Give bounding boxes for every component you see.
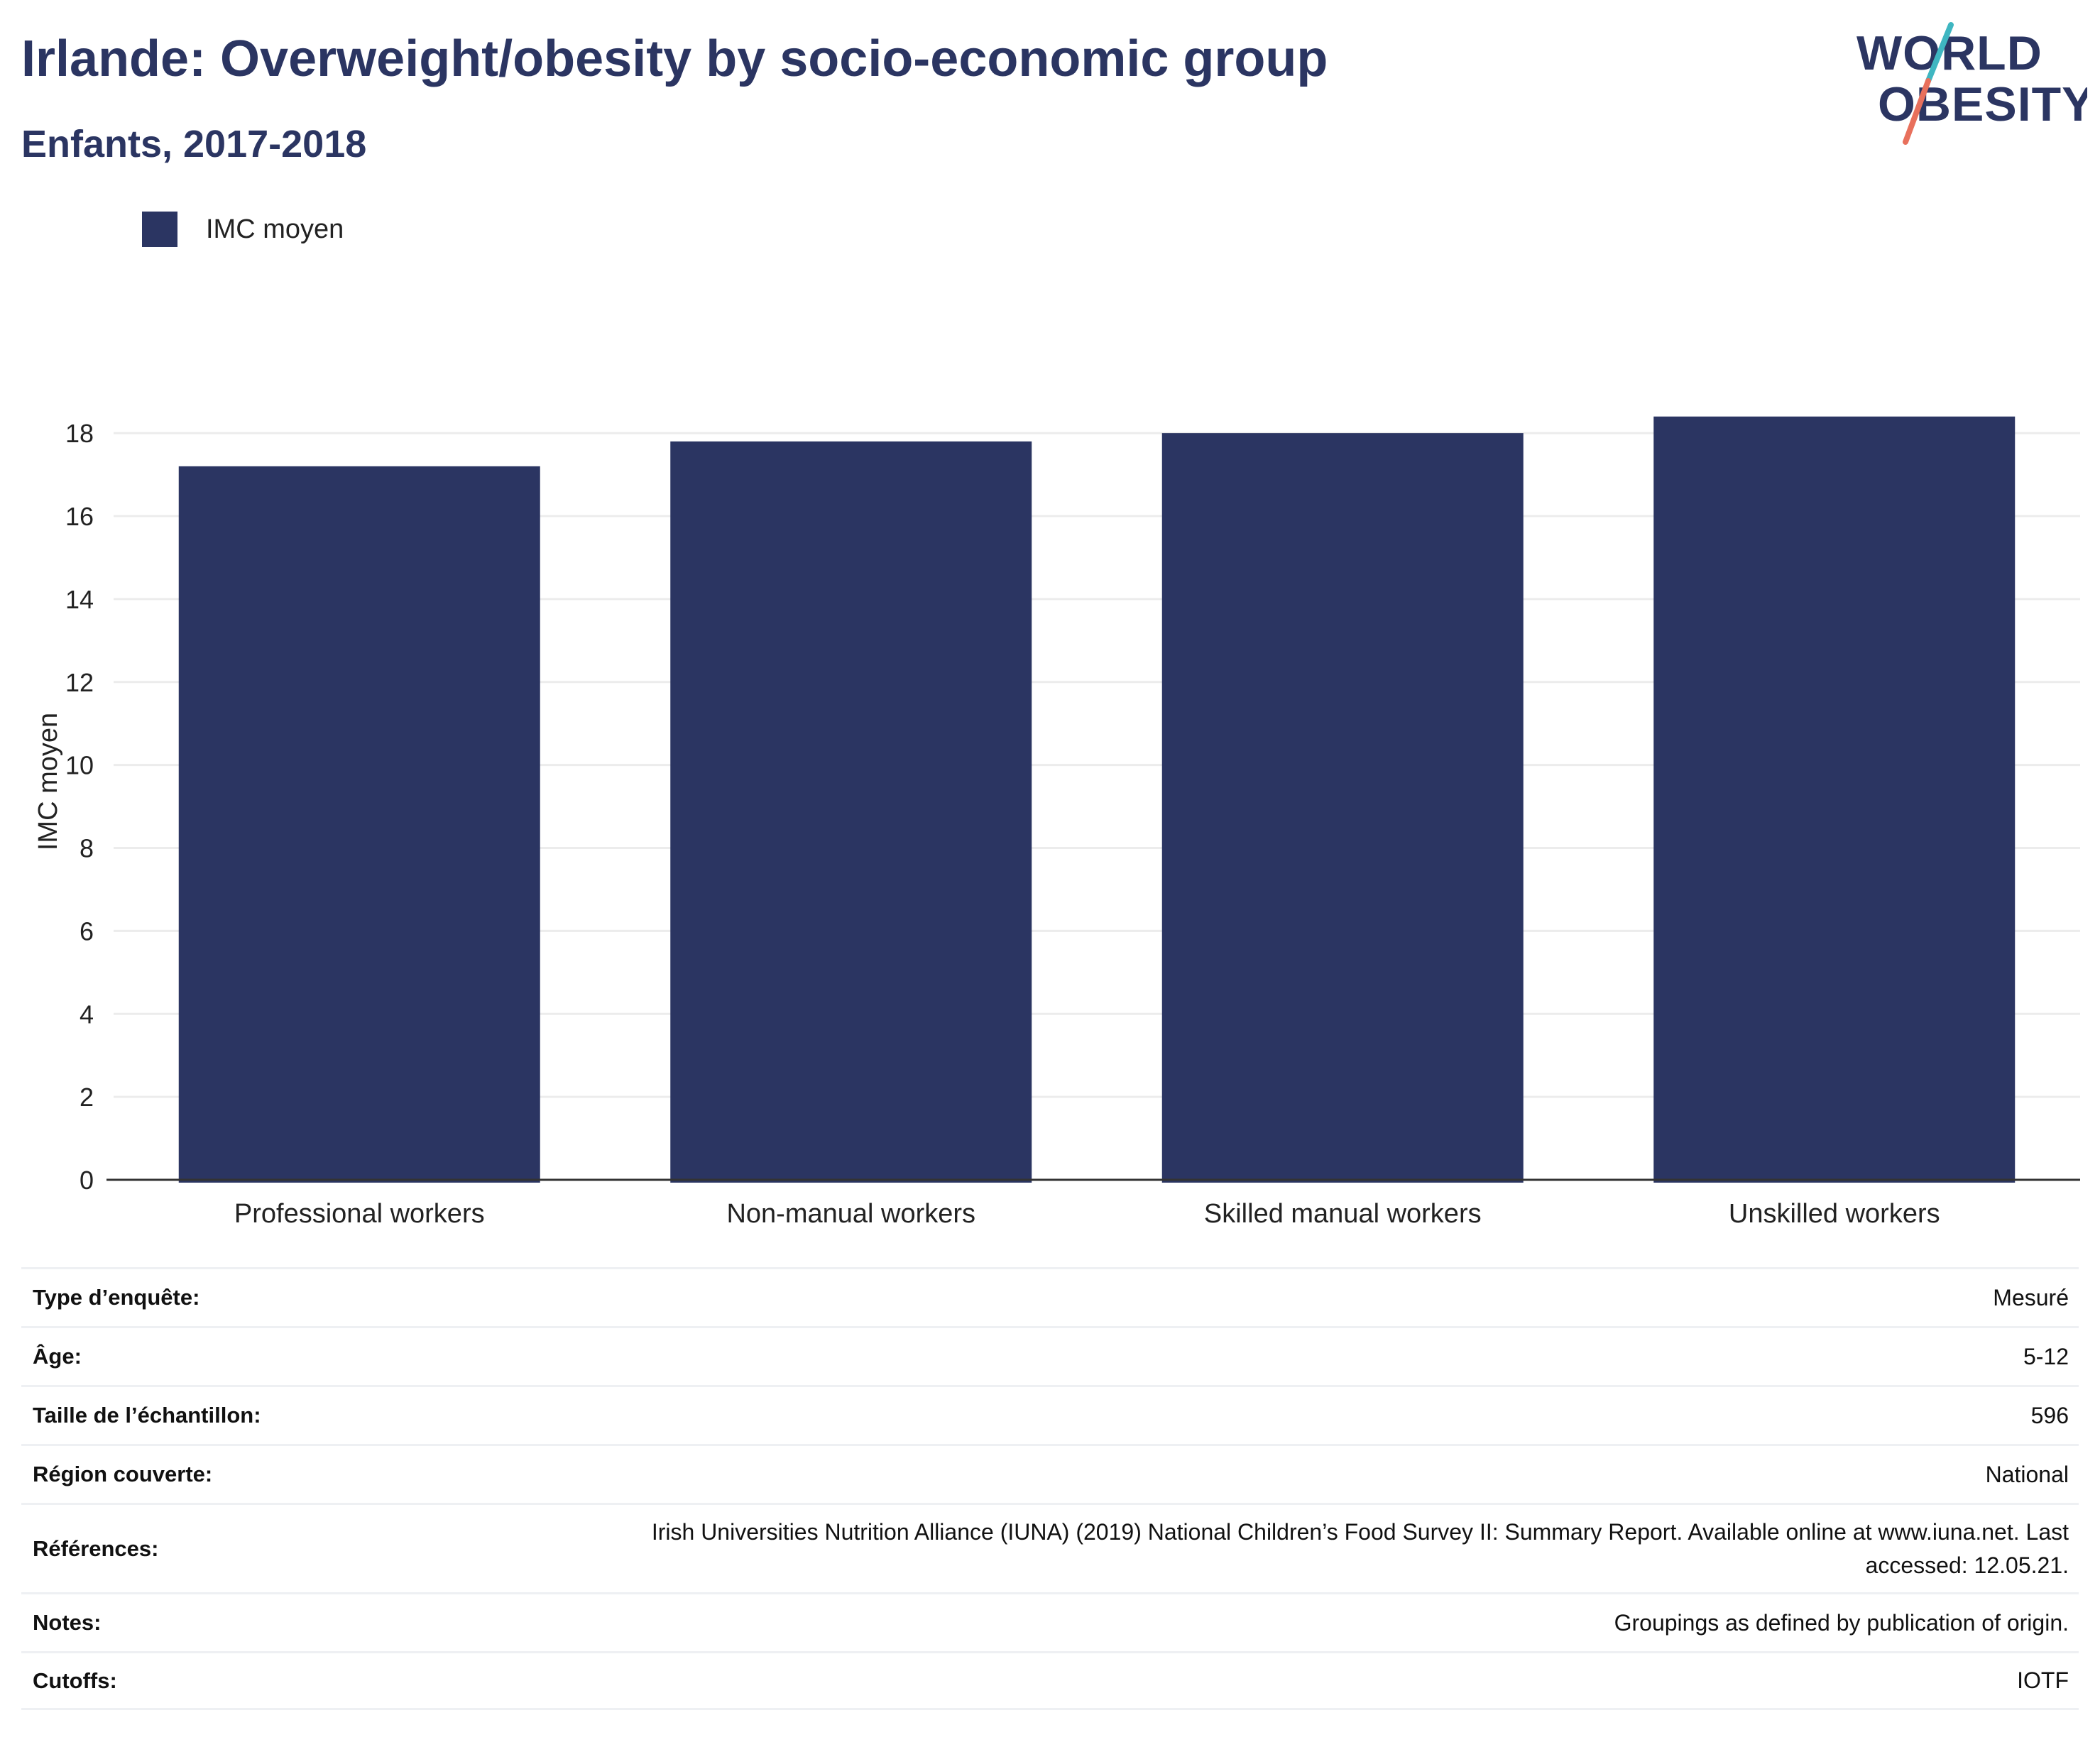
bar [670,441,1032,1183]
x-tick-label: Non-manual workers [726,1199,975,1229]
info-label: Références: [33,1535,159,1561]
info-row-survey-type: Type d’enquête: Mesuré [21,1267,2079,1326]
info-value: 5-12 [2023,1343,2069,1369]
info-row-references: Références: Irish Universities Nutrition… [21,1503,2079,1592]
bar [178,466,540,1183]
y-tick-label: 6 [80,916,94,946]
y-axis-title: IMC moyen [33,713,63,850]
x-tick-label: Skilled manual workers [1204,1199,1482,1229]
y-tick-label: 0 [80,1166,94,1195]
legend-label: IMC moyen [206,214,344,244]
info-row-region: Région couverte: National [21,1444,2079,1503]
info-row-age: Âge: 5-12 [21,1326,2079,1385]
info-row-cutoffs: Cutoffs: IOTF [21,1651,2079,1710]
bar-chart: 0 2 4 6 8 10 12 14 16 18 Professional workers Non-m… [33,416,2080,1229]
chart-subtitle: Enfants, 2017-2018 [21,123,367,165]
info-row-sample-size: Taille de l’échantillon: 596 [21,1385,2079,1444]
bar [1653,416,2016,1183]
y-tick-label: 16 [65,502,94,531]
y-tick-label: 10 [65,751,94,780]
y-tick-label: 18 [65,419,94,448]
info-label: Taille de l’échantillon: [33,1403,261,1428]
y-tick-label: 8 [80,834,94,863]
chart-title: Irlande: Overweight/obesity by socio-eco… [21,31,1328,87]
info-value: IOTF [2017,1667,2069,1694]
info-label: Notes: [33,1610,102,1635]
y-tick-label: 4 [80,1000,94,1029]
info-value: Groupings as defined by publication of o… [1614,1609,2069,1636]
info-label: Cutoffs: [33,1667,117,1693]
world-obesity-logo: WORLD OBESITY [1856,22,2087,145]
info-value: Mesuré [1993,1284,2069,1310]
info-value: Irish Universities Nutrition Alliance (I… [651,1519,2069,1578]
metadata-table: Type d’enquête: Mesuré Âge: 5-12 Taille … [21,1267,2079,1710]
info-value: 596 [2030,1402,2069,1428]
bar [1161,433,1524,1183]
info-label: Région couverte: [33,1462,213,1486]
logo-slash-teal [1925,22,1954,84]
info-label: Type d’enquête: [33,1285,200,1310]
info-row-notes: Notes: Groupings as defined by publicati… [21,1592,2079,1651]
info-value: National [1985,1461,2069,1487]
info-label: Âge: [33,1344,82,1369]
x-tick-label: Professional workers [234,1199,485,1229]
logo-text-obesity: OBESITY [1878,77,2087,131]
legend-swatch [142,212,177,247]
x-tick-label: Unskilled workers [1729,1199,1940,1229]
y-tick-label: 2 [80,1083,94,1112]
y-tick-label: 12 [65,668,94,697]
logo-slash-coral [1903,78,1931,145]
legend[interactable]: IMC moyen [142,209,344,249]
y-tick-label: 14 [65,585,94,614]
